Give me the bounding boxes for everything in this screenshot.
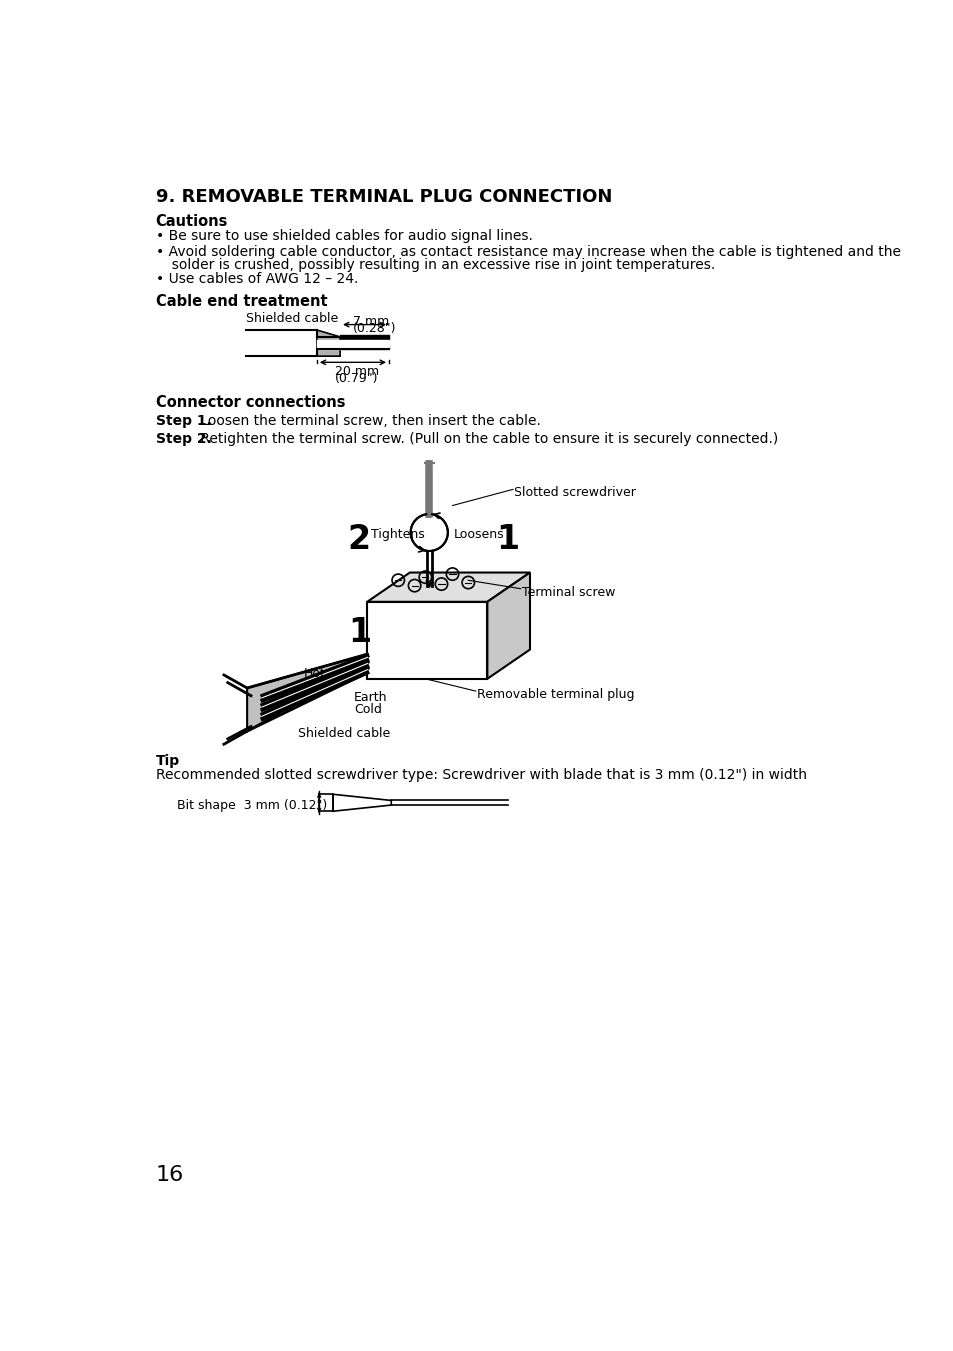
Text: Terminal screw: Terminal screw — [521, 586, 615, 600]
Text: Removable terminal plug: Removable terminal plug — [476, 688, 634, 701]
Text: solder is crushed, possibly resulting in an excessive rise in joint temperatures: solder is crushed, possibly resulting in… — [163, 258, 715, 273]
Text: (0.79"): (0.79") — [335, 373, 377, 385]
Text: Step 1.: Step 1. — [155, 413, 212, 428]
Polygon shape — [487, 573, 530, 678]
Text: Slotted screwdriver: Slotted screwdriver — [514, 486, 636, 500]
Text: Cold: Cold — [354, 703, 381, 716]
Polygon shape — [247, 654, 367, 731]
Text: Retighten the terminal screw. (Pull on the cable to ensure it is securely connec: Retighten the terminal screw. (Pull on t… — [195, 432, 778, 446]
Text: (0.28"): (0.28") — [353, 323, 396, 335]
Text: 1: 1 — [348, 616, 371, 648]
Text: 7 mm: 7 mm — [353, 315, 389, 327]
Text: Cable end treatment: Cable end treatment — [155, 293, 327, 309]
Text: Shielded cable: Shielded cable — [245, 312, 337, 324]
Polygon shape — [333, 794, 391, 811]
Polygon shape — [367, 573, 530, 601]
Text: Hot: Hot — [303, 667, 325, 681]
Text: 9. REMOVABLE TERMINAL PLUG CONNECTION: 9. REMOVABLE TERMINAL PLUG CONNECTION — [155, 188, 612, 205]
Text: • Avoid soldering cable conductor, as contact resistance may increase when the c: • Avoid soldering cable conductor, as co… — [155, 245, 900, 258]
Text: Shielded cable: Shielded cable — [297, 727, 390, 739]
Polygon shape — [316, 330, 340, 357]
Text: 1: 1 — [497, 523, 519, 557]
Text: Step 2.: Step 2. — [155, 432, 212, 446]
Bar — [367, 601, 487, 678]
Text: Earth: Earth — [354, 692, 387, 704]
Text: • Use cables of AWG 12 – 24.: • Use cables of AWG 12 – 24. — [155, 273, 357, 286]
Text: Loosen the terminal screw, then insert the cable.: Loosen the terminal screw, then insert t… — [195, 413, 540, 428]
Text: 2: 2 — [348, 523, 371, 557]
Text: Recommended slotted screwdriver type: Screwdriver with blade that is 3 mm (0.12": Recommended slotted screwdriver type: Sc… — [155, 769, 806, 782]
Text: Connector connections: Connector connections — [155, 396, 345, 411]
Text: 16: 16 — [155, 1166, 184, 1185]
Text: Bit shape  3 mm (0.12"): Bit shape 3 mm (0.12") — [177, 798, 327, 812]
Text: Loosens: Loosens — [454, 528, 504, 540]
Text: • Be sure to use shielded cables for audio signal lines.: • Be sure to use shielded cables for aud… — [155, 230, 532, 243]
Bar — [319, 794, 333, 811]
Text: Tip: Tip — [155, 754, 179, 769]
Text: 20 mm: 20 mm — [335, 365, 378, 378]
Text: Cautions: Cautions — [155, 213, 228, 228]
Text: Tightens: Tightens — [371, 528, 424, 540]
